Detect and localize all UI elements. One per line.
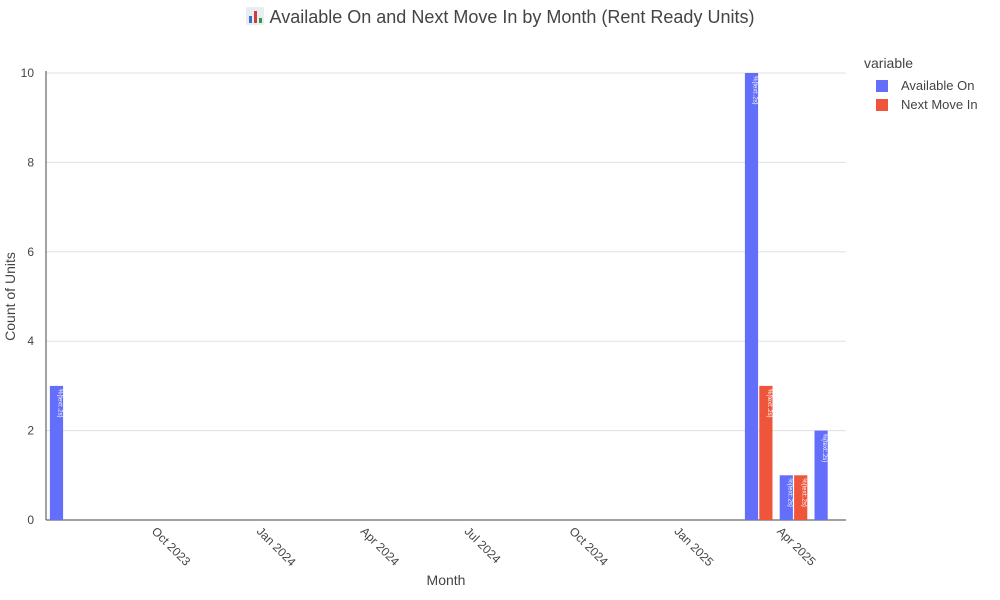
legend-title: variable — [864, 55, 914, 71]
legend-swatch-available-on — [876, 79, 888, 92]
y-axis-title: Count of Units — [2, 252, 18, 341]
bar-text-label: %{text:.2s} — [766, 389, 772, 418]
legend-item-available-on[interactable]: Available On — [864, 76, 978, 95]
legend-label-next-move-in: Next Move In — [901, 97, 978, 112]
bar-text-label: %{text:.2s} — [751, 76, 757, 105]
x-tick-label: Jan 2024 — [254, 524, 299, 569]
y-tick-label: 8 — [27, 155, 34, 169]
bar — [759, 385, 773, 520]
x-tick-label: Jan 2025 — [672, 524, 717, 569]
legend-item-next-move-in[interactable]: Next Move In — [864, 95, 978, 114]
bar — [49, 385, 64, 520]
x-tick-label: Oct 2023 — [149, 524, 194, 569]
bar — [744, 73, 759, 520]
y-tick-label: 10 — [21, 66, 35, 80]
bar-text-label: %{text:.2s} — [56, 389, 62, 418]
bar-text-label: %{text:.2s} — [821, 434, 827, 463]
x-axis-title: Month — [427, 572, 466, 588]
x-tick-label: Jul 2024 — [462, 524, 504, 566]
chart-title-text: Available On and Next Move In by Month (… — [269, 7, 755, 27]
bar — [794, 475, 808, 520]
y-tick-label: 2 — [27, 424, 34, 438]
x-tick-label: Apr 2025 — [774, 524, 819, 569]
bar-text-label: %{text:.2s} — [801, 478, 807, 507]
bar-chart-icon — [245, 7, 264, 25]
bar — [779, 475, 793, 520]
bar-text-label: %{text:.2s} — [786, 478, 792, 507]
x-tick-label: Oct 2024 — [567, 524, 612, 569]
y-tick-label: 0 — [27, 513, 34, 527]
bar — [814, 430, 828, 520]
legend: variable Available On Next Move In — [864, 55, 978, 114]
legend-label-available-on: Available On — [901, 78, 975, 93]
y-tick-label: 4 — [27, 334, 34, 348]
y-tick-label: 6 — [27, 245, 34, 259]
chart-title: Available On and Next Move In by Month (… — [0, 7, 1000, 28]
legend-swatch-next-move-in — [876, 98, 888, 111]
x-tick-label: Apr 2024 — [358, 524, 403, 569]
